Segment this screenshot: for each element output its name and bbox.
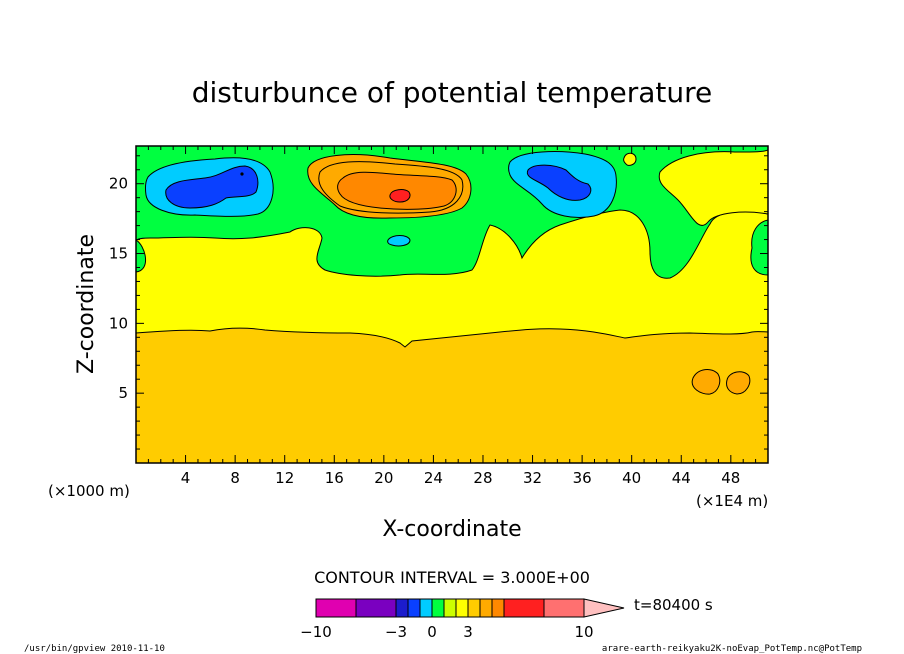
- x-tick-label: 16: [325, 469, 344, 487]
- colorbar-swatch: [543, 598, 585, 618]
- colorbar-swatch: [479, 598, 493, 618]
- x-tick-label: 40: [622, 469, 641, 487]
- footer-right: arare-earth-reikyaku2K-noEvap_PotTemp.nc…: [602, 644, 862, 654]
- colorbar-label: 10: [574, 623, 593, 641]
- colorbar: [315, 598, 625, 618]
- colorbar-swatch: [455, 598, 469, 618]
- yellow-region-upper-right: [658, 149, 768, 226]
- colorbar-swatch: [431, 598, 445, 618]
- y-axis-label: Z-coordinate: [74, 234, 99, 374]
- warm-spot-left: [691, 369, 721, 395]
- x-tick-label: 24: [424, 469, 443, 487]
- x-tick-label: 28: [473, 469, 492, 487]
- colorbar-labels: −10 −3 0 3 10: [300, 623, 593, 641]
- x-tick-label: 44: [672, 469, 691, 487]
- chart-title: disturbunce of potential temperature: [192, 76, 713, 109]
- yellow-spot-top: [623, 152, 637, 166]
- colorbar-label: −10: [300, 623, 332, 641]
- colorbar-swatch: [419, 598, 433, 618]
- colorbar-swatch: [407, 598, 421, 618]
- warm-anomaly-peak: [389, 189, 411, 203]
- y-tick-label: 5: [118, 384, 128, 402]
- x-unit-right: (×1E4 m): [696, 492, 768, 510]
- x-unit-left: (×1000 m): [48, 482, 130, 500]
- cold-core-1-point: [240, 172, 244, 176]
- colorbar-swatch: [315, 598, 357, 618]
- colorbar-label: 0: [427, 623, 437, 641]
- x-axis-label: X-coordinate: [382, 517, 521, 542]
- footer-left: /usr/bin/gpview 2010-11-10: [24, 644, 165, 654]
- contour-interval-text: CONTOUR INTERVAL = 3.000E+00: [314, 568, 590, 587]
- colorbar-arrow: [583, 598, 625, 618]
- x-tick-label: 20: [374, 469, 393, 487]
- x-tick-label: 48: [721, 469, 740, 487]
- colorbar-swatch: [503, 598, 545, 618]
- colorbar-swatch: [491, 598, 505, 618]
- x-tick-label: 12: [275, 469, 294, 487]
- colorbar-swatch: [467, 598, 481, 618]
- x-tick-label: 8: [230, 469, 240, 487]
- y-tick-label: 15: [109, 245, 128, 263]
- contour-line-warm: [318, 161, 464, 214]
- y-tick-label: 10: [109, 314, 128, 332]
- colorbar-label: 3: [463, 623, 473, 641]
- cold-blob-small: [387, 235, 411, 247]
- region-level-2-5: [136, 327, 768, 463]
- time-label: t=80400 s: [634, 596, 713, 614]
- y-tick-label: 20: [109, 175, 128, 193]
- x-axis: 4 8 12 16 20 24 28 32 36 40 44 48: [147, 146, 757, 487]
- y-axis: 5 10 15 20: [109, 155, 768, 450]
- contour-field: [136, 146, 768, 463]
- colorbar-label: −3: [385, 623, 407, 641]
- warm-spot-right: [726, 371, 751, 395]
- x-tick-label: 36: [573, 469, 592, 487]
- cold-anomaly-2-core: [526, 164, 592, 201]
- cold-anomaly-1-core: [165, 165, 259, 209]
- colorbar-swatch: [355, 598, 397, 618]
- colorbar-swatch: [443, 598, 457, 618]
- x-tick-label: 32: [523, 469, 542, 487]
- colorbar-swatch: [395, 598, 409, 618]
- plot-frame: [135, 145, 769, 464]
- x-tick-label: 4: [181, 469, 191, 487]
